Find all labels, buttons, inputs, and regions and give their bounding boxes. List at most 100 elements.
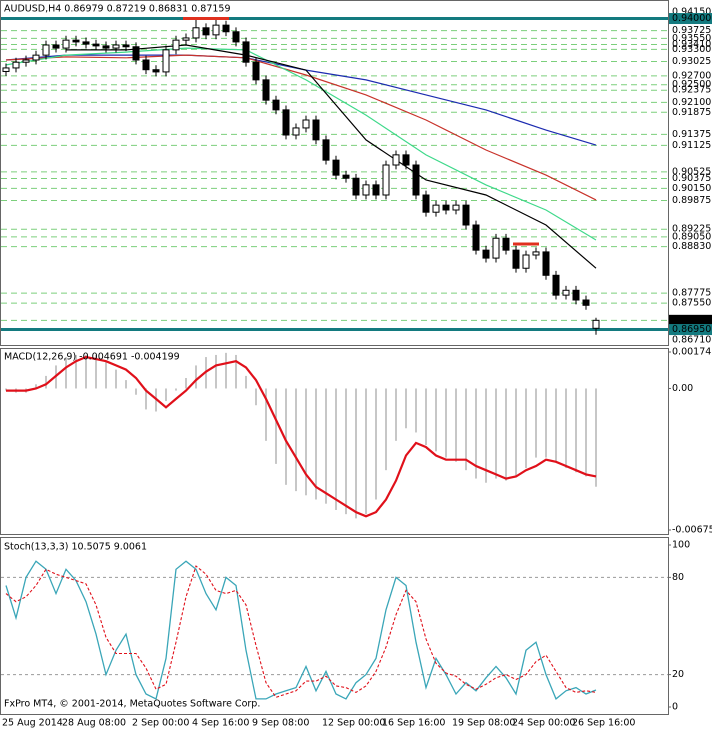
panel-title: MACD(12,26,9) -0.004691 -0.004199 [4, 352, 180, 363]
moving-average [5, 54, 597, 201]
y-tick-label: 80 [672, 572, 684, 583]
candle-body [422, 194, 430, 213]
candle-body [242, 41, 250, 63]
moving-average [5, 47, 597, 241]
candle-body [62, 39, 70, 49]
candle-body [552, 274, 560, 296]
y-tick-label: 0.91875 [672, 107, 711, 118]
y-tick-label: 0.93300 [672, 44, 711, 55]
candle-body [532, 251, 540, 256]
candle-body [322, 139, 330, 161]
candle-body [382, 164, 390, 196]
y-tick-label: 0.93025 [672, 56, 711, 67]
candle-body [2, 67, 10, 72]
candle-body [402, 154, 410, 166]
x-tick-label: 16 Sep 16:00 [382, 718, 445, 729]
candle-body [192, 27, 200, 39]
candle-body [12, 61, 20, 69]
candle-body [562, 289, 570, 296]
y-tick-label: 0.00 [672, 383, 693, 394]
candle-body [302, 119, 310, 129]
candle-body [412, 164, 420, 196]
candle-body [232, 31, 240, 43]
candle-body [142, 59, 150, 71]
y-tick-label: 0 [672, 702, 678, 713]
x-tick-label: 12 Sep 00:00 [322, 718, 385, 729]
candle-body [362, 184, 370, 196]
candle-body [22, 59, 30, 63]
candle-body [172, 39, 180, 51]
candle-body [432, 204, 440, 213]
candle-body [222, 24, 230, 33]
y-tick-label: 0.94150 [672, 6, 711, 17]
candle-body [212, 24, 220, 36]
candle-body [292, 127, 300, 136]
y-tick-label: 0.90375 [672, 173, 711, 184]
price-label-box [669, 324, 712, 336]
y-tick-label: 0.90525 [672, 166, 711, 177]
candle-body [162, 49, 170, 73]
candle-body [52, 44, 60, 49]
candle-body [132, 46, 140, 61]
candle-body [512, 249, 520, 269]
y-tick-label: 0.89225 [672, 224, 711, 235]
x-tick-label: 19 Sep 08:00 [452, 718, 515, 729]
y-tick-label: 0.93725 [672, 25, 711, 36]
candle-body [522, 254, 530, 269]
candle-body [32, 54, 40, 61]
y-tick-label: 0.92375 [672, 85, 711, 96]
y-tick-label: 0.90150 [672, 183, 711, 194]
candle-body [152, 69, 160, 73]
y-tick-label: 0.93550 [672, 33, 711, 44]
price-label-box [669, 13, 712, 25]
stoch-main [5, 560, 597, 700]
price-label-box [669, 314, 712, 326]
candle-body [502, 237, 510, 251]
moving-average [66, 44, 597, 269]
x-tick-label: 25 Aug 2014 [2, 718, 63, 729]
candle-body [592, 319, 600, 329]
candle-body [92, 43, 100, 47]
candle-body [252, 61, 260, 81]
candle-body [542, 251, 550, 276]
candle-body [492, 237, 500, 259]
y-tick-label: 0.94000 [672, 13, 711, 24]
y-tick-label: 0.86950 [672, 324, 711, 335]
x-tick-label: 26 Sep 16:00 [572, 718, 635, 729]
candle-body [392, 154, 400, 166]
y-tick-label: 0.86710 [672, 335, 711, 346]
candle-body [72, 39, 80, 43]
price-panel-frame [0, 0, 669, 346]
x-tick-label: 24 Sep 00:00 [512, 718, 575, 729]
panel-title: AUDUSD,H4 0.86979 0.87219 0.86831 0.8715… [4, 4, 231, 15]
y-tick-label: 100 [672, 540, 690, 551]
y-tick-label: 0.87159 [672, 315, 711, 326]
y-tick-label: 0.88830 [672, 241, 711, 252]
candle-body [112, 44, 120, 49]
x-tick-label: 28 Aug 08:00 [62, 718, 126, 729]
y-tick-label: 0.92700 [672, 70, 711, 81]
candle-body [282, 109, 290, 136]
macd-panel-frame [0, 348, 669, 535]
candle-body [452, 204, 460, 211]
candle-body [102, 45, 110, 49]
candle-body [462, 204, 470, 226]
candle-body [352, 177, 360, 196]
y-tick-label: 0.91125 [672, 140, 711, 151]
candle-body [262, 79, 270, 101]
candle-body [82, 41, 90, 45]
y-tick-label: 0.93410 [672, 39, 711, 50]
stoch-panel-frame [0, 537, 669, 715]
candle-body [42, 44, 50, 56]
stoch-signal [5, 565, 597, 698]
y-tick-label: 0.87550 [672, 298, 711, 309]
candle-body [202, 27, 210, 36]
candle-body [582, 299, 590, 306]
y-tick-label: 0.92100 [672, 97, 711, 108]
candle-body [342, 174, 350, 179]
candle-body [442, 204, 450, 211]
panel-title: Stoch(13,3,3) 10.5075 9.0061 [4, 542, 147, 553]
candle-body [312, 119, 320, 141]
y-tick-label: 0.87775 [672, 288, 711, 299]
